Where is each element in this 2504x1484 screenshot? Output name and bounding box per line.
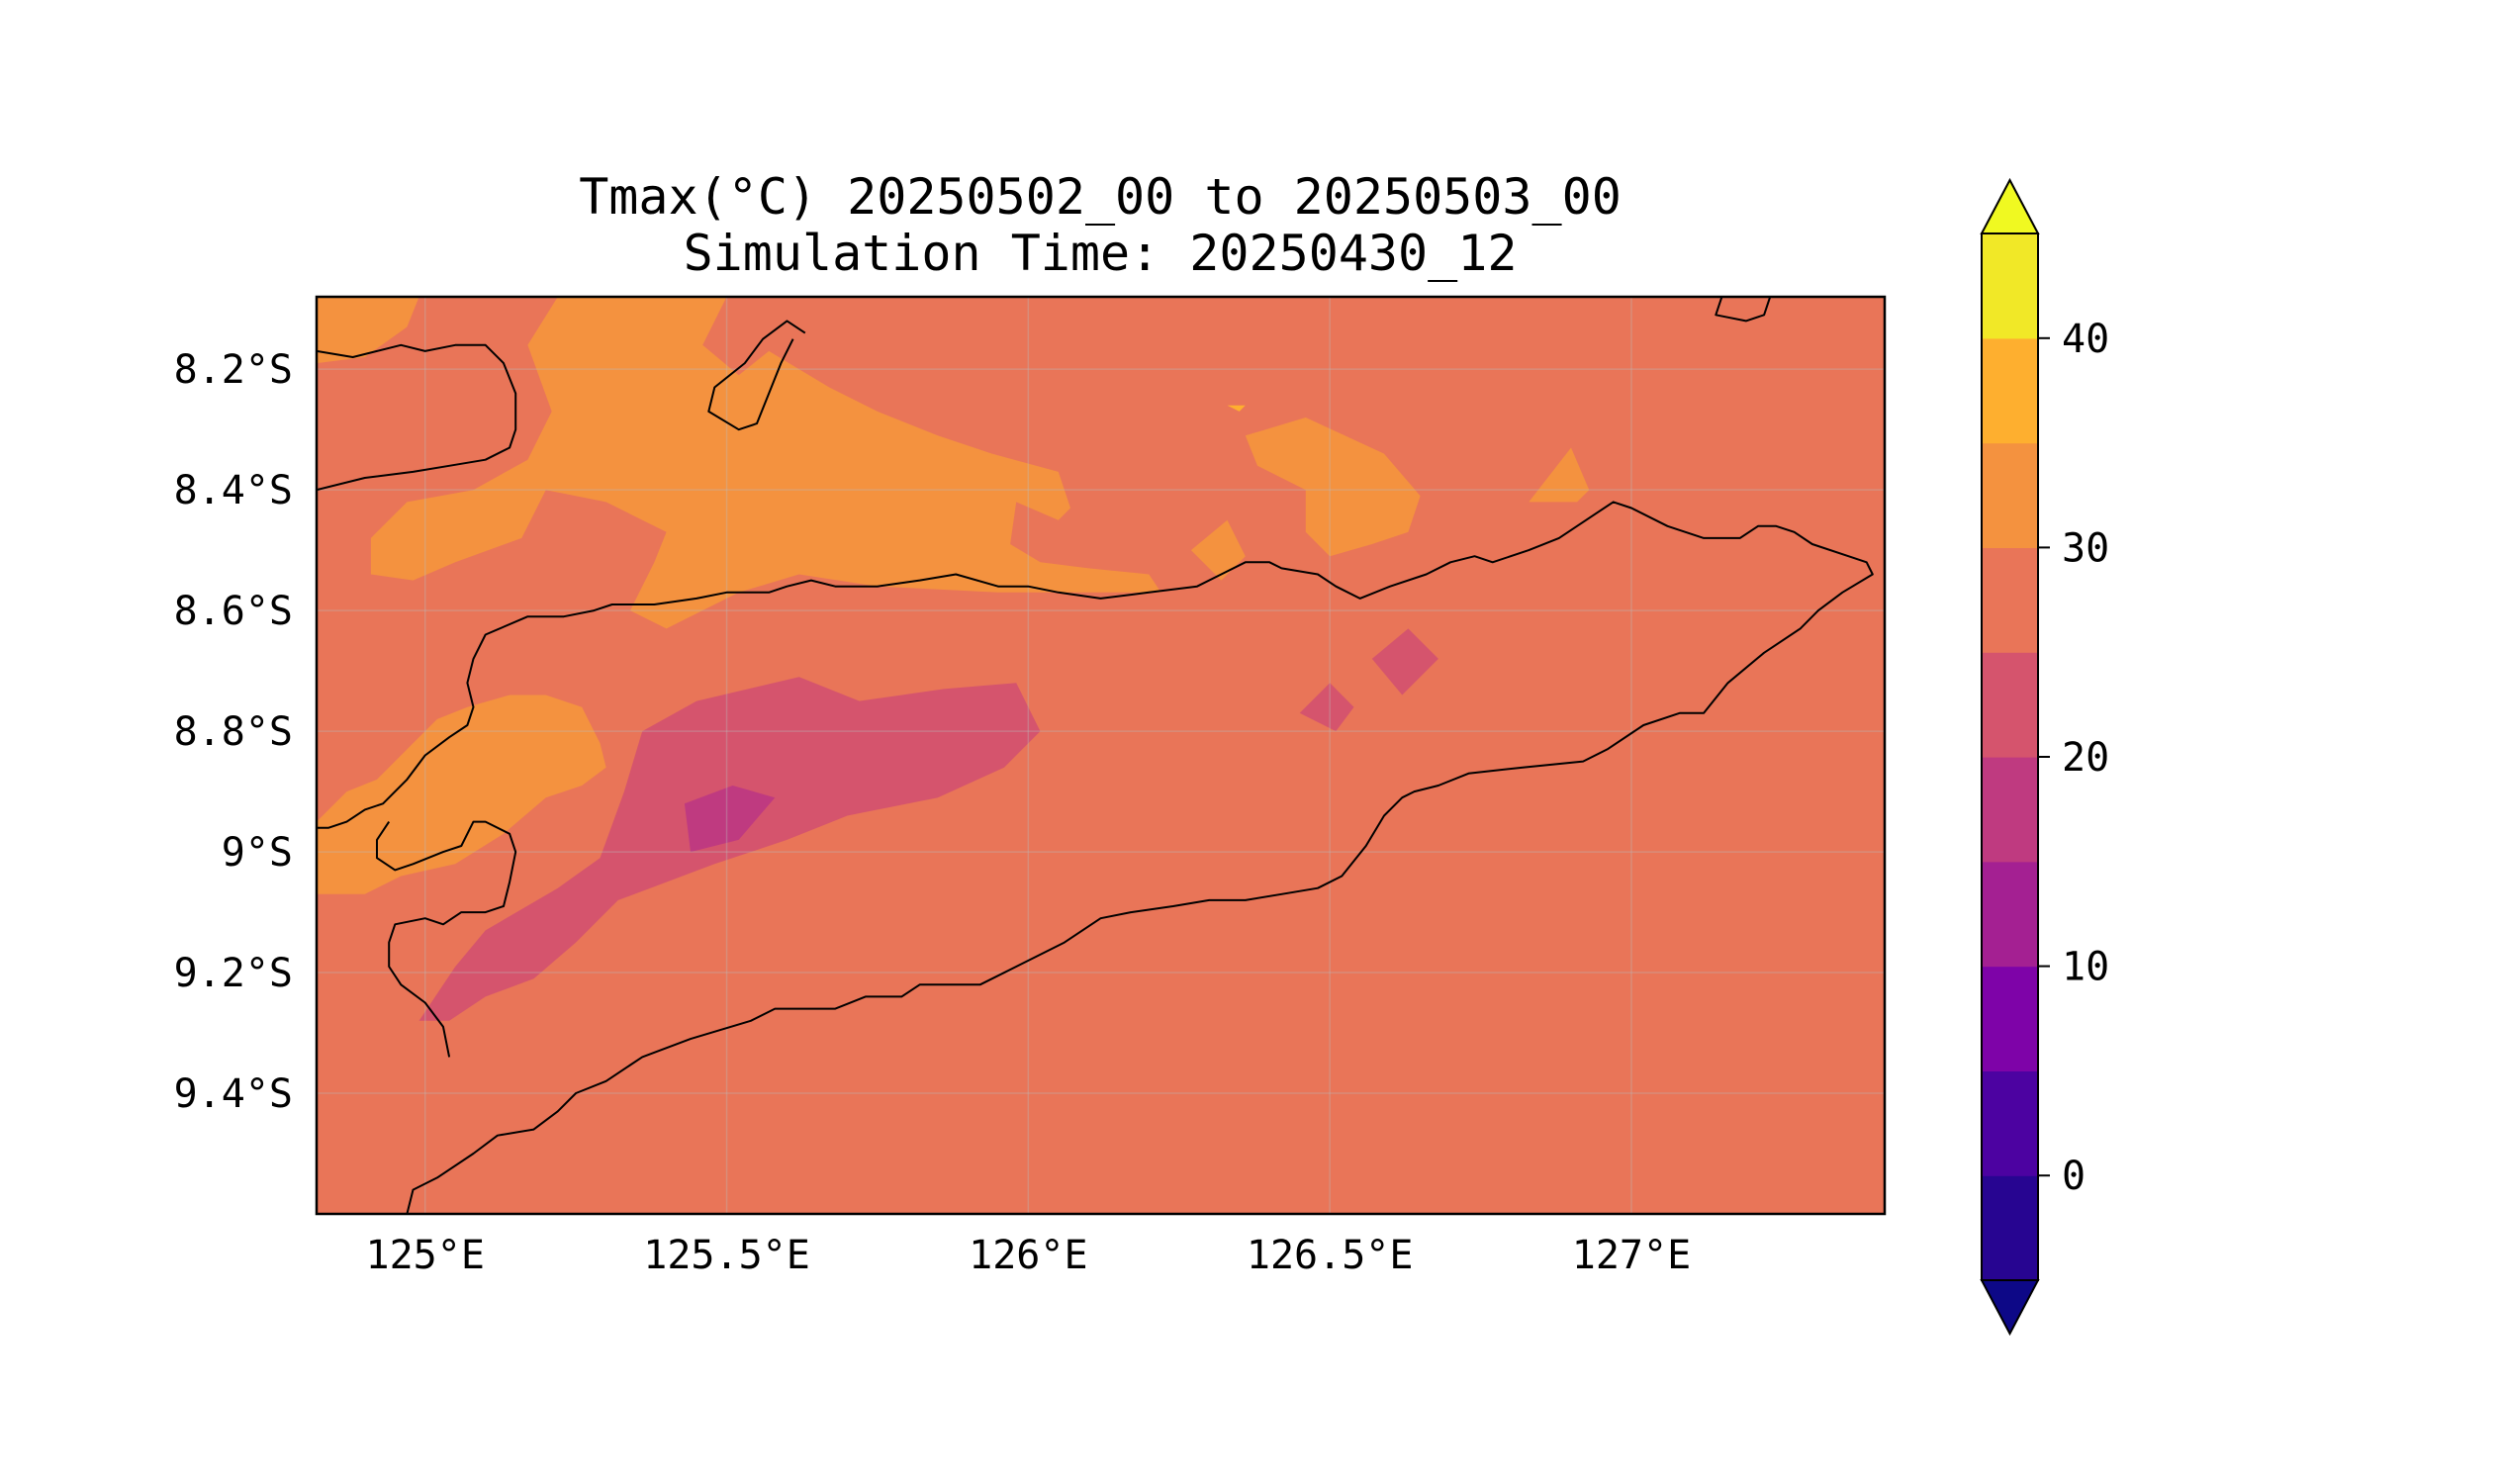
temp-field-30-35-3 (317, 695, 606, 894)
colorbar-tick-label: 30 (2062, 525, 2109, 571)
y-axis-ticks: 8.2°S 8.4°S 8.6°S 8.8°S 9°S 9.2°S 9.4°S (174, 347, 293, 1117)
y-tick-label: 8.4°S (174, 468, 293, 513)
colorbar: 0 10 20 30 40 (1980, 177, 2109, 1337)
colorbar-segment (1982, 652, 2038, 758)
y-tick-label: 8.8°S (174, 709, 293, 755)
temp-field-20-25-0 (684, 786, 776, 853)
temp-field-30-35-5 (1529, 447, 1590, 503)
map-frame (315, 295, 1887, 1216)
colorbar-tick-label: 10 (2062, 945, 2109, 990)
temp-field-25-30-2 (1371, 628, 1438, 696)
colorbar-over-arrow (1980, 177, 2040, 234)
title-line-1: Tmax(°C) 20250502_00 to 20250503_00 (579, 168, 1622, 226)
y-tick-label: 9.2°S (174, 951, 293, 996)
colorbar-segment (1982, 861, 2038, 968)
temperature-fields (317, 297, 1590, 1021)
colorbar-segment (1982, 966, 2038, 1071)
colorbar-segment (1982, 442, 2038, 548)
x-tick-label: 125°E (366, 1233, 485, 1278)
colorbar-tick-label: 40 (2062, 317, 2109, 362)
coastline-2 (1715, 297, 1772, 323)
coastline-0 (317, 343, 517, 492)
colorbar-segment (1982, 233, 2038, 339)
temp-field-25-30-0 (418, 677, 1041, 1021)
x-tick-label: 126.5°E (1247, 1233, 1414, 1278)
colorbar-segment (1982, 1070, 2038, 1176)
y-tick-label: 8.6°S (174, 589, 293, 634)
coastline-4 (376, 820, 517, 1058)
coastline-3 (317, 501, 1874, 1214)
temp-field-25-30-1 (1299, 683, 1354, 732)
coastlines (317, 297, 1874, 1214)
x-tick-label: 127°E (1572, 1233, 1691, 1278)
colorbar-under-arrow (1980, 1279, 2040, 1337)
colorbar-tick-label: 0 (2062, 1154, 2086, 1199)
coastline-1 (707, 320, 806, 431)
x-tick-label: 125.5°E (643, 1233, 810, 1278)
colorbar-segment (1982, 1175, 2038, 1281)
colorbar-segment (1982, 337, 2038, 444)
y-tick-label: 9°S (222, 830, 293, 876)
temp-field-30-35-0 (317, 297, 419, 364)
temp-field-30-35-4 (1190, 519, 1246, 581)
y-tick-label: 9.4°S (174, 1071, 293, 1117)
y-tick-label: 8.2°S (174, 347, 293, 393)
colorbar-segment (1982, 757, 2038, 863)
title-line-2: Simulation Time: 20250430_12 (684, 225, 1518, 282)
colorbar-tick-label: 20 (2062, 735, 2109, 781)
colorbar-segment (1982, 547, 2038, 653)
x-axis-ticks: 125°E 125.5°E 126°E 126.5°E 127°E (366, 1233, 1692, 1278)
map-panel: 125°E 125.5°E 126°E 126.5°E 127°E 8.2°S 8.4°S… (174, 295, 1887, 1278)
temp-field-35-40-0 (1227, 405, 1246, 412)
temp-field-30-35-2 (1245, 417, 1421, 557)
x-tick-label: 126°E (969, 1233, 1087, 1278)
temp-field-30-35-1 (370, 297, 1161, 629)
